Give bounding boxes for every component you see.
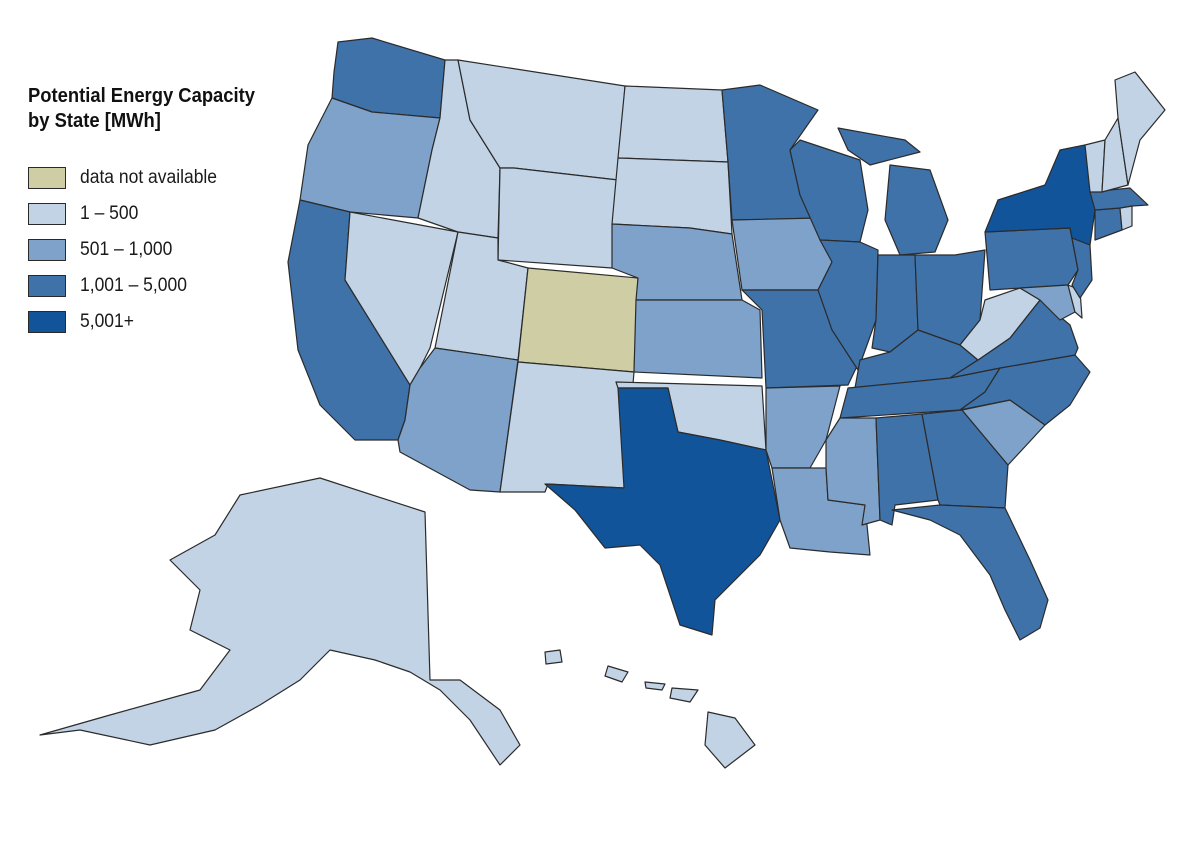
legend-title-line1: Potential Energy Capacity (28, 85, 256, 107)
legend-label-c3: 1,001 – 5,000 (80, 275, 187, 296)
state-tx (544, 387, 781, 636)
state-hi-kauai (544, 649, 563, 665)
state-sd (611, 157, 733, 235)
state-ct (1094, 207, 1123, 241)
legend-title: Potential Energy Capacity by State [MWh] (28, 84, 286, 134)
state-wy (497, 167, 619, 269)
legend-swatch-c4 (28, 311, 66, 333)
state-md (1019, 284, 1076, 321)
legend-label-c1: 1 – 500 (80, 203, 139, 224)
legend-item-c2: 501 – 1,000 (28, 232, 308, 268)
state-hi-maui (669, 687, 699, 703)
state-ak (39, 477, 521, 766)
state-nd (617, 85, 729, 163)
legend-swatch-c1 (28, 203, 66, 225)
state-fl (891, 504, 1049, 641)
legend-swatch-c3 (28, 275, 66, 297)
state-ma (1089, 187, 1149, 211)
state-ny (984, 144, 1096, 246)
legend-swatch-na (28, 167, 66, 189)
state-nc (959, 354, 1091, 426)
legend-swatch-c2 (28, 239, 66, 261)
state-hi-big (704, 711, 756, 769)
legend-label-c2: 501 – 1,000 (80, 239, 173, 260)
state-ks (633, 299, 763, 379)
legend-item-c1: 1 – 500 (28, 196, 308, 232)
legend-label-c4: 5,001+ (80, 311, 134, 332)
state-nm (499, 361, 635, 493)
state-or (299, 97, 441, 219)
legend-label-na: data not available (80, 167, 218, 188)
state-ri (1119, 205, 1133, 231)
legend-item-na: data not available (28, 160, 308, 196)
legend-title-line2: by State [MWh] (28, 110, 161, 132)
state-me (1114, 71, 1166, 186)
state-mi-up (837, 127, 921, 166)
state-pa (984, 227, 1079, 291)
map-legend: Potential Energy Capacity by State [MWh]… (28, 84, 308, 340)
state-hi-molokai (644, 681, 666, 691)
state-co (517, 267, 639, 373)
legend-item-c3: 1,001 – 5,000 (28, 268, 308, 304)
state-hi-oahu (604, 665, 629, 683)
legend-item-c4: 5,001+ (28, 304, 308, 340)
state-mi (884, 164, 949, 256)
